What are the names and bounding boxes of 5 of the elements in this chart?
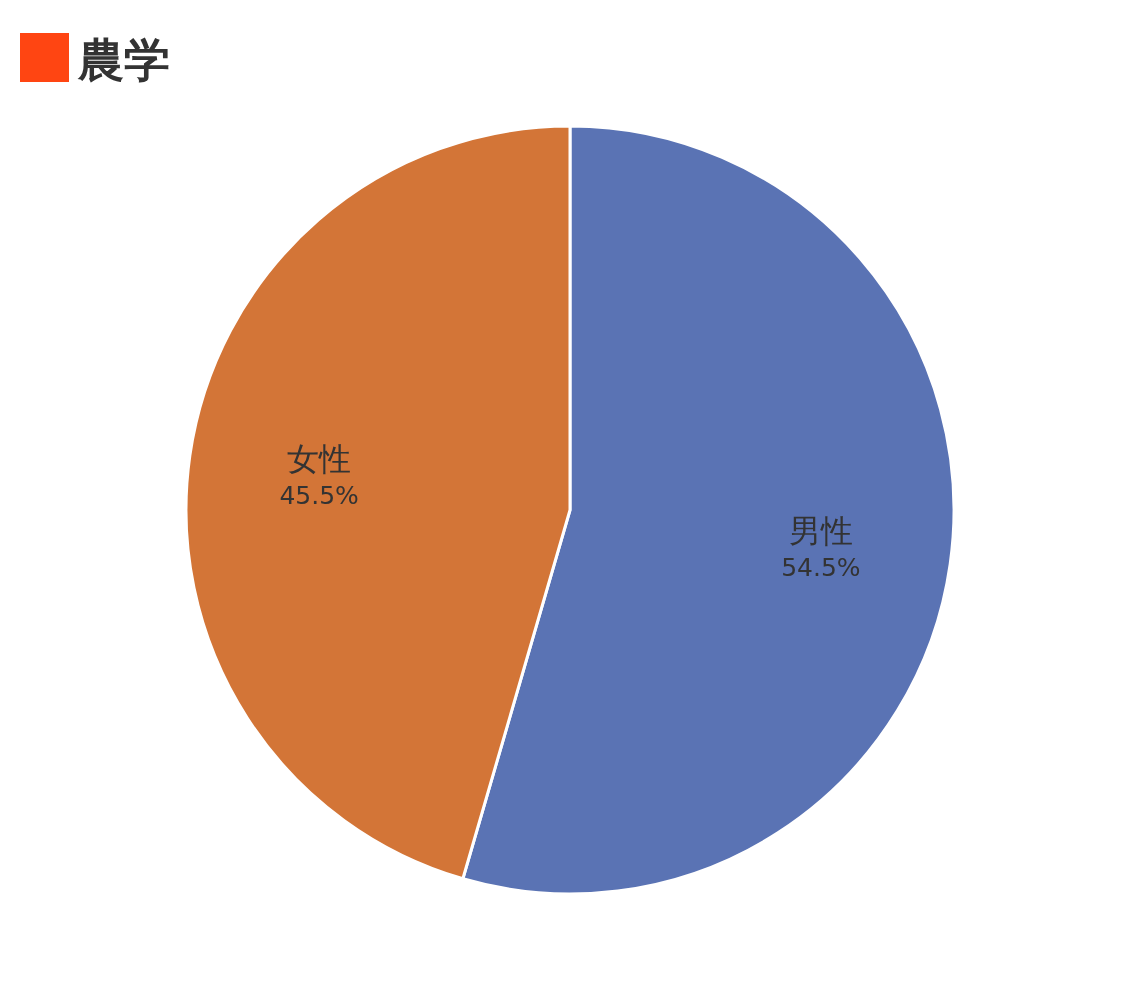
data-label: 54.5% — [781, 552, 861, 582]
data-label: 45.5% — [279, 481, 359, 511]
slice-label: 男性 — [788, 511, 853, 550]
slice-label: 女性 — [287, 440, 352, 479]
chart-title: 農学 — [77, 33, 170, 87]
